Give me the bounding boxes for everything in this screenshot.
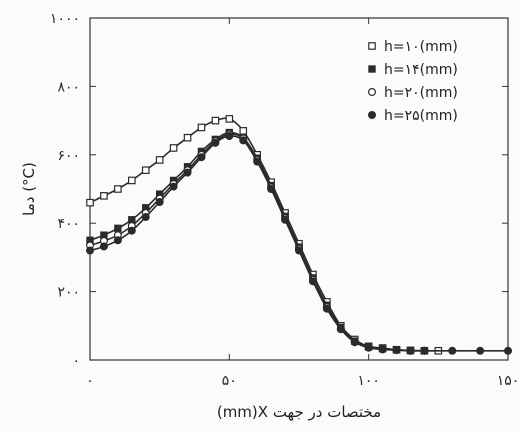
y-tick-label: ۱۰۰۰ [50, 11, 80, 27]
data-point [295, 246, 303, 255]
data-point [476, 346, 485, 355]
x-axis-title: (mm)X مختصات در جهت [217, 403, 381, 421]
x-tick-label: ۱۰۰ [357, 373, 380, 389]
data-point [448, 346, 457, 355]
x-axis-ticks: ۰ ۵۰ ۱۰۰ ۱۵۰ [86, 18, 519, 389]
legend-label: h=۱۴(mm) [384, 62, 458, 78]
legend: h=۱۰(mm) h=۱۴(mm) h=۲۰(mm) h=۲۵(mm) [368, 39, 458, 124]
series-4 [86, 131, 512, 355]
data-point [281, 215, 290, 224]
data-point [308, 277, 317, 286]
data-point [392, 346, 401, 355]
y-tick-label: ۶۰۰ [57, 148, 80, 164]
data-point [197, 123, 206, 132]
data-point [100, 192, 108, 200]
legend-label: h=۲۵(mm) [384, 108, 458, 124]
data-point [113, 236, 122, 245]
data-point [350, 338, 359, 347]
data-point [128, 176, 136, 185]
series-line [89, 133, 425, 352]
data-point [378, 345, 387, 354]
data-point [141, 213, 150, 222]
data-point [86, 198, 94, 207]
series-line [89, 117, 439, 352]
data-point [99, 242, 108, 251]
y-axis-ticks: ۰ ۲۰۰ ۴۰۰ ۶۰۰ ۸۰۰ ۱۰۰۰ [50, 11, 508, 369]
data-point [420, 346, 429, 355]
legend-item: h=۲۵(mm) [368, 108, 458, 124]
legend-marker [368, 111, 376, 119]
y-tick-label: ۸۰۰ [57, 79, 80, 95]
data-point [406, 346, 415, 355]
x-tick-label: ۰ [86, 373, 94, 389]
data-point [183, 133, 192, 142]
data-point [141, 166, 150, 174]
series-line [89, 135, 508, 352]
data-point [211, 116, 220, 125]
data-point [239, 136, 248, 145]
legend-marker [368, 65, 376, 73]
data-point [322, 304, 331, 313]
x-tick-label: ۵۰ [222, 373, 237, 389]
data-point [239, 127, 248, 135]
legend-item: h=۲۰(mm) [368, 85, 458, 101]
data-point [183, 168, 192, 177]
data-point [114, 185, 122, 193]
y-tick-label: ۲۰۰ [57, 285, 80, 301]
data-point [155, 197, 164, 206]
data-point [197, 153, 206, 162]
data-point [127, 226, 136, 235]
legend-marker [368, 87, 377, 96]
data-point [253, 157, 262, 166]
y-axis-title: دما (°C) [20, 162, 38, 216]
data-point [114, 224, 122, 233]
legend-label: h=۱۰(mm) [384, 39, 458, 55]
legend-item: h=۱۴(mm) [368, 62, 458, 78]
data-point [225, 115, 234, 123]
data-point [86, 246, 94, 255]
data-point [364, 343, 373, 352]
series-1 [86, 115, 443, 355]
legend-label: h=۲۰(mm) [384, 85, 458, 101]
data-point [225, 131, 234, 140]
legend-item: h=۱۰(mm) [368, 39, 458, 55]
legend-marker [368, 42, 376, 50]
x-tick-label: ۱۵۰ [497, 373, 519, 389]
data-point [336, 325, 345, 334]
data-point [169, 182, 178, 191]
data-point [504, 346, 512, 355]
plot-root: ۰ ۵۰ ۱۰۰ ۱۵۰ ۰ ۲۰۰ ۴۰۰ ۶۰۰ ۸۰۰ ۱۰۰۰ [50, 11, 519, 389]
y-tick-label: ۰ [72, 353, 80, 369]
plot-frame [89, 17, 509, 361]
y-tick-label: ۴۰۰ [57, 216, 80, 232]
data-point [169, 144, 178, 152]
data-point [211, 138, 220, 147]
data-point [155, 156, 164, 164]
data-point [267, 185, 276, 193]
